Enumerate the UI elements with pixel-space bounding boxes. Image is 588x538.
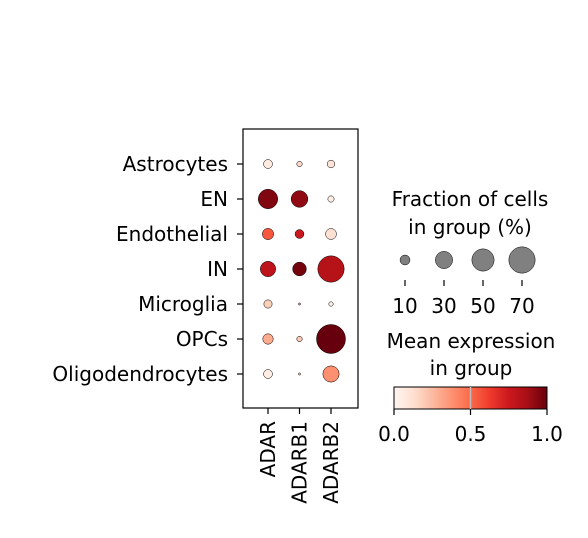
y-ticks: Astrocytes EN Endothelial IN Microglia OPCs Ol… [52,152,243,386]
colorbar-ticks: 0.0 0.5 1.0 [378,409,563,446]
dot-microglia-adar [263,299,273,309]
dot-in-adarb2 [317,255,345,283]
dot-en-adarb2 [327,195,335,203]
size-legend-label-70: 70 [509,294,534,318]
colorbar-label-0: 0.0 [378,422,410,446]
size-legend-dot-10 [399,254,411,266]
size-legend-dot-70 [508,246,536,274]
x-label-adar: ADAR [256,421,280,477]
colorbar-label-1: 0.5 [455,422,487,446]
x-label-adarb2: ADARB2 [319,421,343,504]
dot-en-adarb1 [290,190,309,208]
color-legend-title-line1: Mean expression [387,329,556,353]
size-legend-title-line1: Fraction of cells [392,187,549,211]
size-legend-label-50: 50 [470,294,495,318]
dot-oligodendrocytes-adarb2 [322,365,340,383]
dot-in-adarb1 [292,261,307,277]
size-legend-title-line2: in group (%) [408,215,532,239]
dot-opcs-adar [262,333,274,345]
color-legend: Mean expression in group 0.0 0.5 1.0 [378,329,563,446]
dot-microglia-adarb2 [328,301,334,307]
y-label-microglia: Microglia [138,292,228,316]
dot-microglia-adarb1 [298,302,301,306]
dot-astrocytes-adarb2 [326,159,336,169]
y-label-endothelial: Endothelial [116,222,228,246]
y-label-astrocytes: Astrocytes [123,152,228,176]
dot-endothelial-adarb2 [325,228,337,240]
color-legend-title-line2: in group [430,356,513,380]
dot-in-adar [260,261,276,277]
colorbar-label-2: 1.0 [531,422,563,446]
dot-astrocytes-adar [263,159,273,169]
dot-oligodendrocytes-adarb1 [298,372,301,376]
y-label-in: IN [207,257,228,281]
y-label-opcs: OPCs [176,327,228,351]
size-legend-dot-50 [471,248,495,272]
dot-opcs-adarb1 [296,336,303,342]
dot-opcs-adarb2 [316,324,346,354]
x-label-adarb1: ADARB1 [288,421,312,504]
dot-oligodendrocytes-adar [263,369,273,379]
size-legend-dot-30 [435,251,453,269]
size-legend-label-10: 10 [392,294,417,318]
y-label-oligodendrocytes: Oligodendrocytes [52,362,228,386]
size-legend-items: 10 30 50 70 [392,246,536,318]
dot-endothelial-adar [262,228,274,240]
dot-en-adar [258,189,278,209]
dot-endothelial-adarb1 [294,229,305,239]
x-ticks: ADAR ADARB1 ADARB2 [256,408,343,504]
dot-astrocytes-adarb1 [296,161,303,167]
size-legend-label-30: 30 [431,294,456,318]
dots-layer [258,159,346,383]
size-legend: Fraction of cells in group (%) 10 30 50 70 [392,187,549,318]
y-label-en: EN [200,187,228,211]
